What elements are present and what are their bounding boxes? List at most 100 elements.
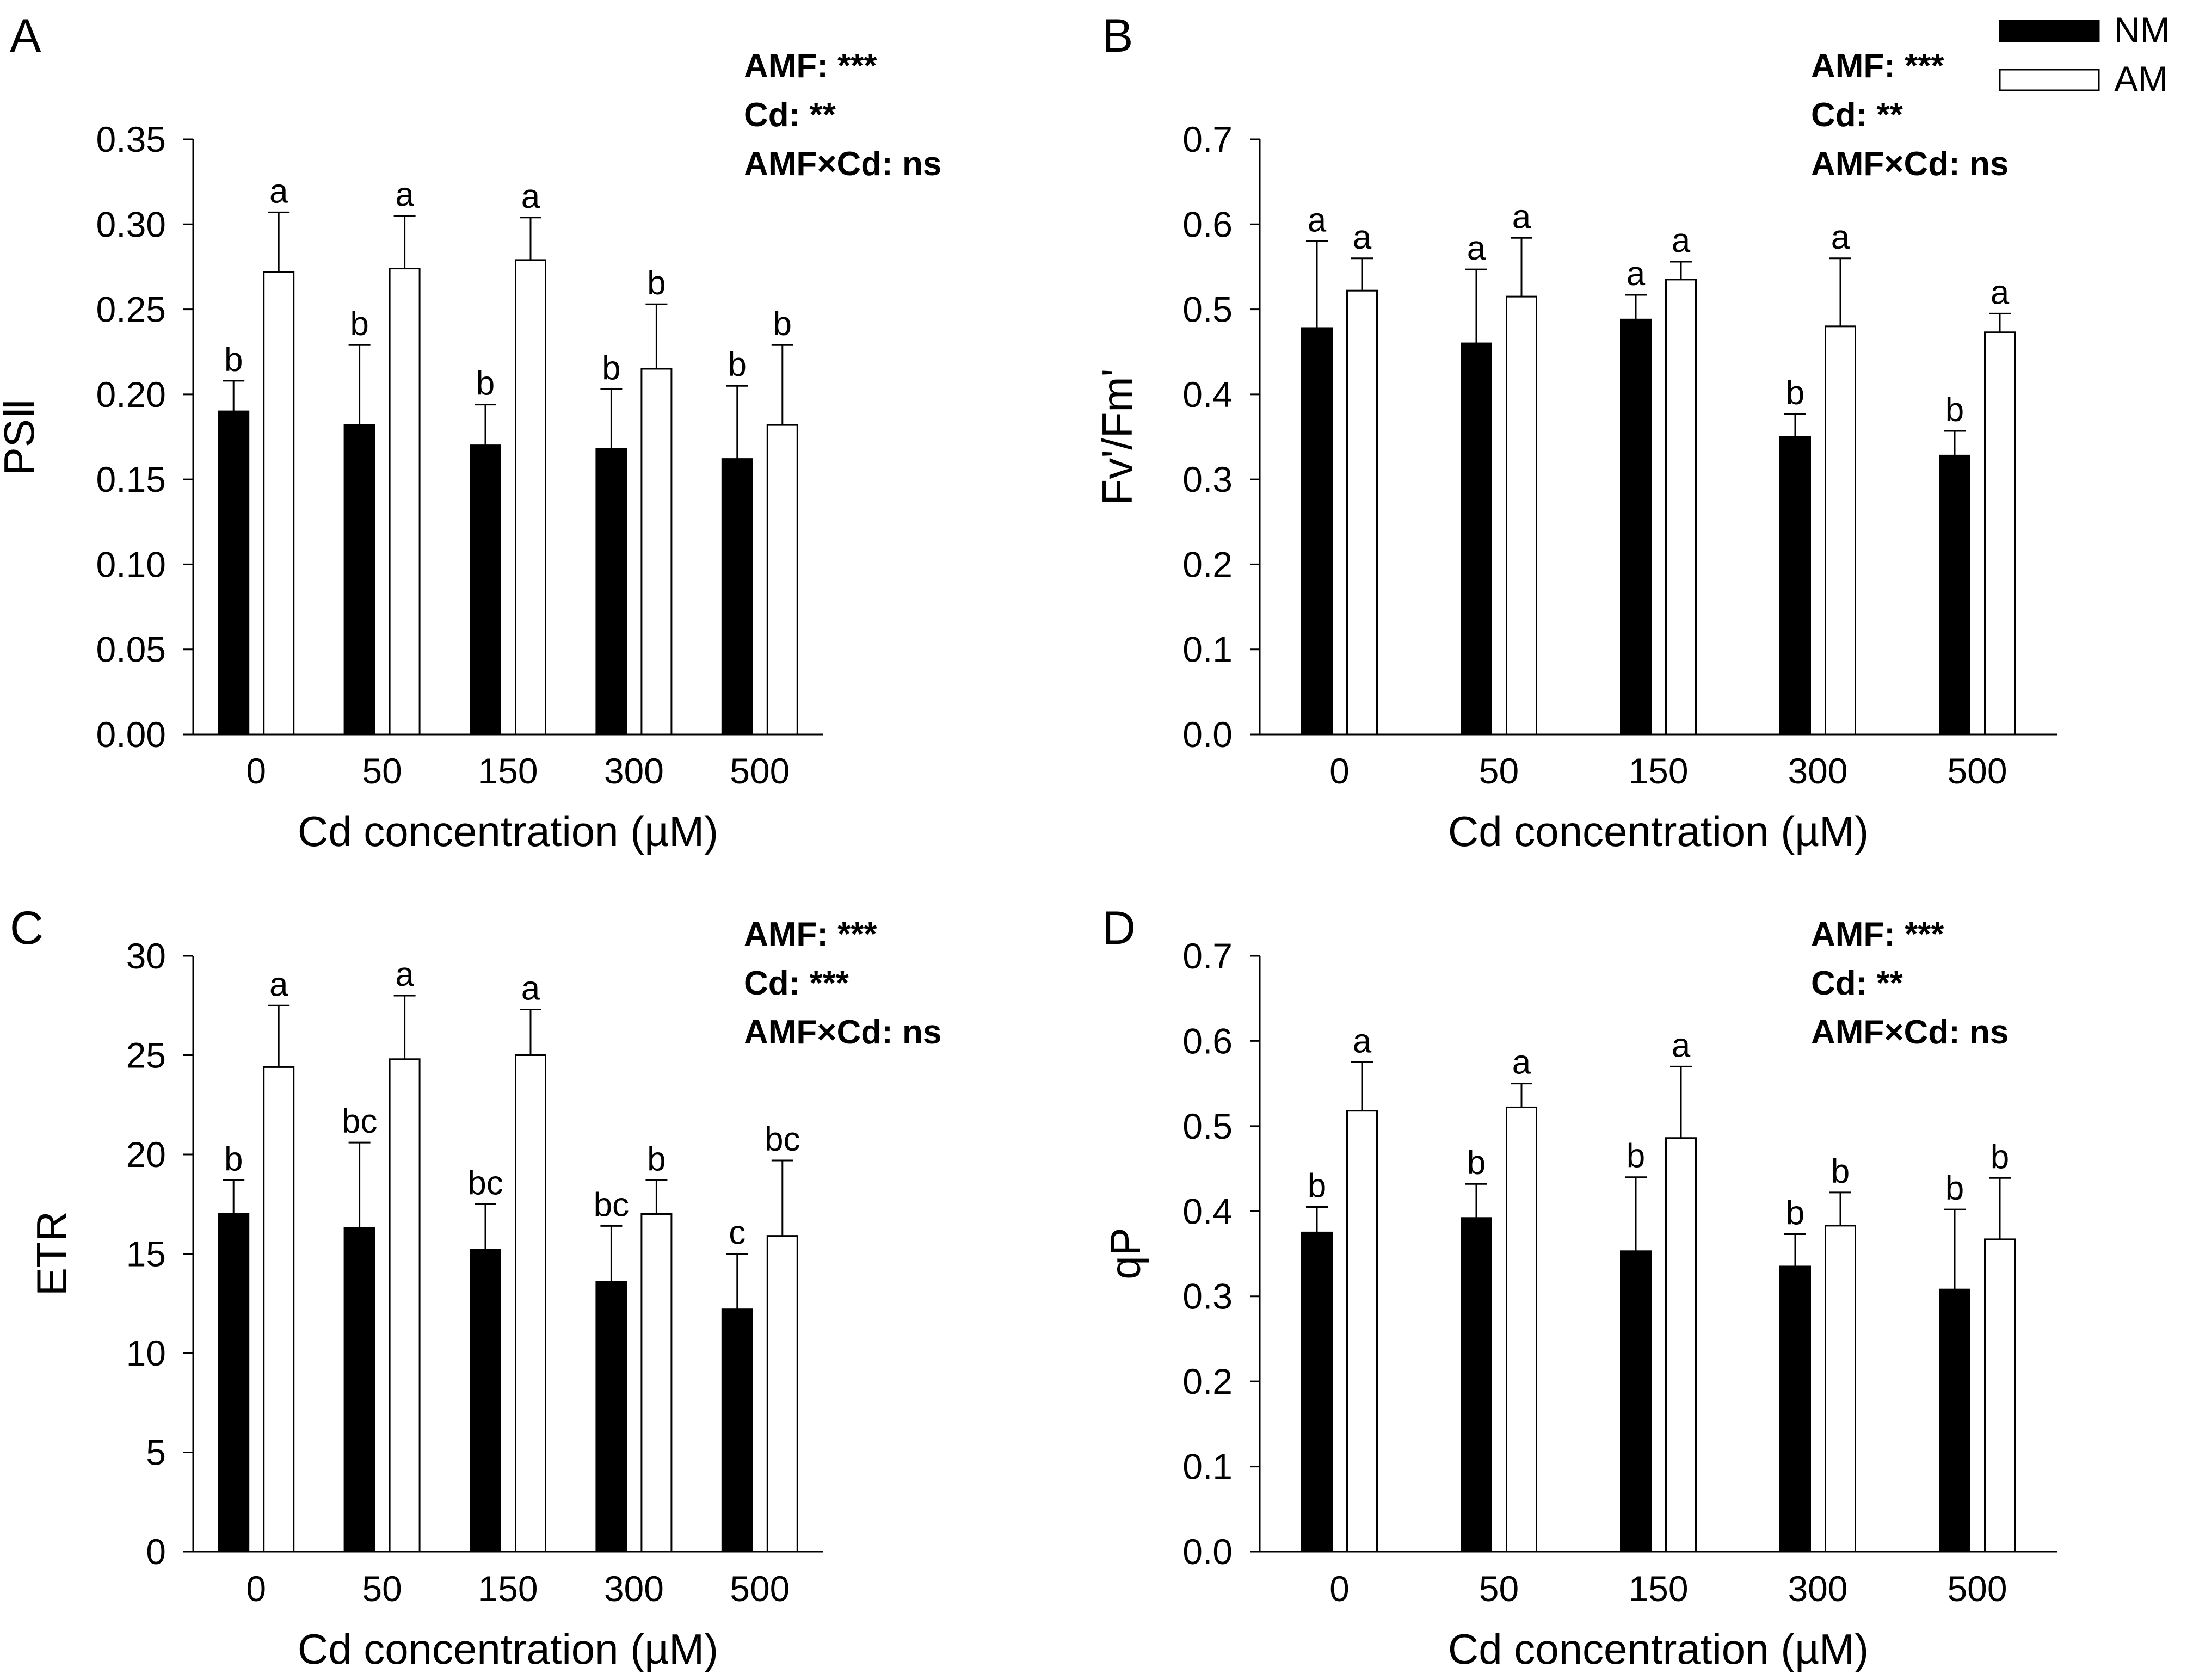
- y-tick-label: 0.6: [1182, 1021, 1233, 1061]
- stats-line: AMF: ***: [744, 47, 877, 85]
- significance-label: b: [1991, 1138, 2009, 1176]
- y-tick-label: 30: [126, 936, 166, 976]
- x-tick-label: 500: [1947, 1568, 2007, 1609]
- bar-nm-50: [1461, 1217, 1492, 1553]
- bar-nm-150: [470, 444, 501, 736]
- significance-label: b: [224, 341, 243, 379]
- y-tick-label: 0.2: [1182, 544, 1233, 584]
- significance-label: b: [224, 1140, 243, 1178]
- significance-label: a: [1672, 222, 1691, 260]
- bar-nm-0: [1301, 327, 1333, 736]
- y-tick-label: 0.1: [1182, 629, 1233, 670]
- y-tick-label: 0.4: [1182, 1191, 1233, 1231]
- bar-am-50: [1506, 1106, 1537, 1553]
- y-tick-label: 0: [146, 1531, 166, 1572]
- significance-label: c: [729, 1214, 746, 1252]
- significance-label: a: [1353, 1023, 1372, 1060]
- bar-am-150: [515, 259, 546, 736]
- significance-label: b: [728, 346, 747, 384]
- panel-c: 0510152025300ba50bca150bca300bcb500cbcCd…: [10, 902, 941, 1673]
- significance-label: a: [1831, 219, 1850, 256]
- significance-label: a: [1512, 198, 1531, 236]
- y-tick-label: 0.05: [96, 629, 166, 670]
- x-tick-label: 50: [1479, 1568, 1519, 1609]
- x-tick-label: 150: [478, 1568, 538, 1609]
- y-tick-label: 0.7: [1182, 119, 1233, 159]
- y-tick-label: 10: [126, 1333, 166, 1373]
- y-tick-label: 0.15: [96, 459, 166, 499]
- x-tick-label: 300: [1788, 751, 1847, 791]
- significance-label: a: [1467, 230, 1486, 267]
- y-tick-label: 0.30: [96, 204, 166, 244]
- bar-am-500: [1984, 1238, 2016, 1553]
- significance-label: a: [521, 178, 540, 215]
- significance-label: a: [1672, 1027, 1691, 1064]
- significance-label: a: [1512, 1044, 1531, 1082]
- y-tick-label: 0.5: [1182, 289, 1233, 330]
- significance-label: b: [1945, 1170, 1964, 1207]
- y-tick-label: 0.2: [1182, 1361, 1233, 1401]
- y-tick-label: 0.1: [1182, 1447, 1233, 1487]
- bar-am-0: [263, 1066, 295, 1553]
- x-tick-label: 300: [604, 1568, 664, 1609]
- bar-am-150: [1665, 1137, 1697, 1553]
- stats-line: Cd: **: [1811, 965, 1903, 1002]
- significance-label: b: [476, 365, 495, 403]
- y-tick-label: 0.0: [1182, 714, 1233, 755]
- bar-am-50: [389, 1058, 421, 1553]
- bar-am-0: [1346, 289, 1378, 736]
- bar-am-0: [1346, 1110, 1378, 1553]
- y-axis-title: ETR: [28, 1211, 76, 1296]
- x-tick-label: 0: [246, 1568, 266, 1609]
- y-axis-title: PSⅡ: [0, 398, 43, 475]
- bar-am-300: [1825, 1225, 1856, 1553]
- y-axis-title: qP: [1101, 1227, 1149, 1279]
- bar-am-0: [263, 271, 295, 736]
- significance-label: b: [647, 264, 666, 302]
- significance-label: bc: [765, 1121, 800, 1158]
- y-tick-label: 0.5: [1182, 1106, 1233, 1146]
- bar-am-300: [640, 368, 673, 736]
- bar-nm-150: [1620, 1250, 1652, 1553]
- x-tick-label: 500: [730, 1568, 790, 1609]
- y-tick-label: 25: [126, 1035, 166, 1076]
- y-tick-label: 0.0: [1182, 1531, 1233, 1572]
- y-tick-label: 5: [146, 1432, 166, 1473]
- significance-label: b: [1467, 1144, 1486, 1182]
- stats-line: AMF: ***: [1811, 916, 1944, 953]
- significance-label: b: [647, 1140, 666, 1178]
- stats-line: AMF×Cd: ns: [1811, 1014, 2009, 1051]
- significance-label: a: [269, 966, 288, 1003]
- y-tick-label: 0.10: [96, 544, 166, 584]
- panel-d: 0.0 0.1 0.2 0.3 0.4 0.5 0.6 0.7 0 b a 50 b a 150 b a 300 b…: [1101, 902, 2057, 1673]
- significance-label: b: [1308, 1167, 1326, 1205]
- legend-swatch-am: [1999, 69, 2100, 91]
- panel-letter: B: [1102, 10, 1133, 62]
- bar-nm-500: [721, 1308, 753, 1553]
- stats-line: AMF×Cd: ns: [744, 145, 941, 183]
- y-tick-label: 0.35: [96, 119, 166, 159]
- significance-label: bc: [342, 1103, 377, 1140]
- bar-nm-300: [1779, 1265, 1811, 1553]
- significance-label: b: [602, 349, 620, 387]
- bar-am-50: [1506, 295, 1537, 736]
- significance-label: bc: [594, 1186, 629, 1224]
- significance-label: b: [350, 305, 368, 343]
- bar-nm-300: [595, 1281, 627, 1553]
- y-tick-label: 0.4: [1182, 374, 1233, 415]
- x-axis-title: Cd concentration (µM): [1448, 807, 1869, 855]
- stats-line: AMF: ***: [744, 916, 877, 953]
- y-tick-label: 0.6: [1182, 204, 1233, 244]
- y-tick-label: 0.3: [1182, 459, 1233, 499]
- x-tick-label: 150: [1628, 751, 1688, 791]
- x-axis-title: Cd concentration (µM): [298, 807, 718, 855]
- significance-label: b: [1786, 374, 1804, 412]
- legend: NM AM: [1999, 10, 2170, 99]
- x-tick-label: 0: [1329, 751, 1350, 791]
- stats-line: Cd: ***: [744, 965, 849, 1002]
- x-tick-label: 0: [246, 751, 266, 791]
- bar-nm-500: [1939, 1288, 1970, 1553]
- bar-nm-0: [218, 410, 250, 736]
- x-tick-label: 50: [362, 1568, 402, 1609]
